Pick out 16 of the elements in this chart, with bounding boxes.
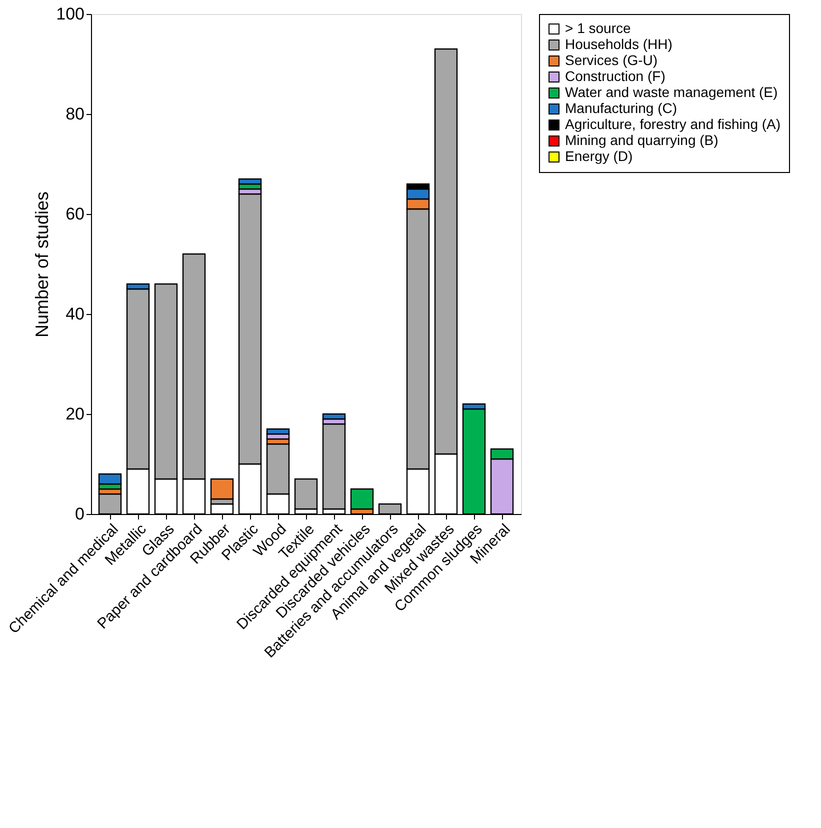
y-tick-label: 60 [66,204,84,224]
legend-label: > 1 source [565,20,631,36]
legend-label: Water and waste management (E) [565,84,778,100]
legend-label: Energy (D) [565,148,633,164]
y-tick-label: 20 [66,404,84,424]
legend-label: Households (HH) [565,36,672,52]
y-axis-title: Number of studies [32,191,52,338]
legend-label: Agriculture, forestry and fishing (A) [565,116,781,132]
y-tick-label: 80 [66,104,84,124]
legend-label: Manufacturing (C) [565,100,678,116]
y-tick-label: 100 [56,4,84,24]
legend-label: Construction (F) [565,68,666,84]
legend-label: Services (G-U) [565,52,658,68]
y-tick-label: 40 [66,304,84,324]
y-tick-label: 0 [75,504,84,524]
legend-label: Mining and quarrying (B) [565,132,718,148]
